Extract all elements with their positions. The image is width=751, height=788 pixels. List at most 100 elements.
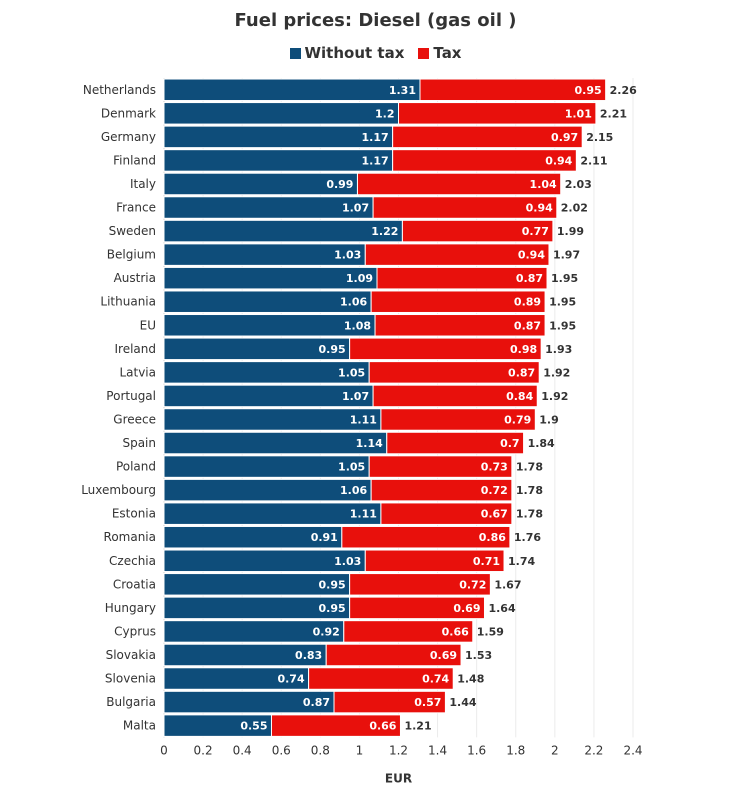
bar-tax[interactable] (368, 361, 540, 384)
bar-tax[interactable] (380, 408, 536, 431)
bar-tax[interactable] (380, 502, 513, 525)
data-label: 0.87 (516, 272, 543, 285)
data-label: 1.11 (350, 413, 377, 426)
data-label: 0.89 (514, 296, 541, 309)
data-label: 0.98 (510, 343, 537, 356)
total-label: 1.53 (465, 649, 492, 662)
data-label: 1.08 (344, 319, 371, 332)
x-axis-ticks: 0 0.2 0.4 0.6 0.8 1 1.2 1.4 1.6 1.8 2 2.2 2.4 (160, 743, 642, 757)
bar-tax[interactable] (401, 219, 554, 243)
bar-without-tax[interactable] (163, 219, 403, 243)
bar-tax[interactable] (349, 573, 491, 596)
data-label: 0.95 (319, 602, 346, 615)
bar-tax[interactable] (376, 266, 548, 290)
bar-tax[interactable] (419, 78, 607, 102)
total-label: 1.64 (488, 602, 515, 615)
bar-tax[interactable] (392, 125, 583, 149)
data-label: 1.22 (371, 225, 398, 238)
bar-tax[interactable] (368, 455, 513, 478)
total-label: 1.93 (545, 343, 572, 356)
total-label: 2.03 (565, 178, 592, 191)
total-label: 1.59 (477, 625, 504, 638)
bar-tax[interactable] (364, 243, 550, 266)
bar-tax[interactable] (370, 290, 546, 313)
x-tick-label: 0.4 (233, 743, 252, 757)
total-label: 1.21 (404, 720, 431, 733)
bar-tax[interactable] (374, 314, 546, 337)
category-label: Slovenia (105, 672, 156, 686)
category-label: Croatia (113, 577, 156, 591)
data-label: 0.94 (526, 202, 553, 215)
data-label: 1.07 (342, 390, 369, 403)
bar-tax[interactable] (349, 596, 485, 620)
data-label: 0.74 (422, 673, 449, 686)
category-labels: Netherlands Denmark Germany Finland Italy Fra… (81, 83, 156, 733)
legend-swatch-tax (418, 47, 430, 59)
legend-item-without-tax[interactable]: Without tax (289, 44, 405, 62)
category-label: Greece (113, 412, 156, 426)
bar-tax[interactable] (370, 478, 513, 502)
bar-tax[interactable] (386, 431, 525, 455)
data-label: 1.04 (530, 178, 557, 191)
legend-label-tax: Tax (433, 44, 462, 62)
category-label: Sweden (109, 224, 156, 238)
data-label: 0.91 (311, 531, 338, 544)
bar-without-tax[interactable] (163, 431, 388, 455)
bar-tax[interactable] (398, 102, 597, 125)
bar-without-tax[interactable] (163, 502, 382, 525)
data-label: 0.84 (506, 390, 533, 403)
total-label: 1.92 (543, 366, 570, 379)
data-label: 1.06 (340, 296, 367, 309)
x-tick-label: 1.8 (506, 743, 525, 757)
bar-tax[interactable] (349, 337, 542, 361)
category-label: Luxembourg (81, 483, 156, 497)
data-label: 1.11 (350, 508, 377, 521)
bar-tax[interactable] (372, 384, 538, 408)
legend-label-without-tax: Without tax (304, 44, 405, 62)
data-label: 0.55 (240, 720, 267, 733)
bar-tax[interactable] (356, 172, 562, 196)
data-label: 0.73 (481, 461, 508, 474)
bar-tax[interactable] (270, 714, 401, 737)
bar-without-tax[interactable] (163, 125, 394, 149)
data-label: 1.2 (375, 107, 395, 120)
category-label: Estonia (112, 507, 156, 521)
total-label: 1.97 (553, 249, 580, 262)
x-tick-label: 0.6 (272, 743, 291, 757)
data-label: 0.66 (369, 720, 396, 733)
category-label: Hungary (105, 601, 156, 615)
data-label: 1.01 (565, 107, 592, 120)
total-label: 1.95 (551, 272, 578, 285)
category-label: Cyprus (114, 624, 156, 638)
data-label: 1.14 (356, 437, 383, 450)
bar-tax[interactable] (333, 690, 446, 714)
total-label: 1.9 (539, 413, 559, 426)
category-label: Germany (101, 130, 156, 144)
bar-tax[interactable] (341, 525, 511, 549)
bar-without-tax[interactable] (163, 102, 399, 125)
bar-tax[interactable] (364, 549, 505, 573)
total-label: 1.78 (516, 484, 543, 497)
data-label: 0.86 (479, 531, 506, 544)
bar-tax[interactable] (325, 643, 462, 667)
bar-without-tax[interactable] (163, 78, 421, 102)
bar-tax[interactable] (343, 620, 474, 643)
legend-item-tax[interactable]: Tax (418, 44, 462, 62)
bar-tax[interactable] (308, 667, 454, 690)
legend: Without tax Tax (0, 44, 751, 62)
category-label: France (116, 201, 156, 215)
category-label: Austria (114, 271, 156, 285)
bar-without-tax[interactable] (163, 149, 394, 172)
total-label: 1.95 (549, 296, 576, 309)
category-label: Latvia (119, 365, 156, 379)
category-label: Romania (104, 530, 156, 544)
total-label: 2.15 (586, 131, 613, 144)
bar-tax[interactable] (372, 196, 558, 219)
data-label: 0.7 (500, 437, 520, 450)
bar-tax[interactable] (392, 149, 577, 172)
total-label: 1.92 (541, 390, 568, 403)
data-label: 1.17 (361, 154, 388, 167)
category-label: Spain (122, 436, 156, 450)
bar-without-tax[interactable] (163, 408, 382, 431)
data-label: 0.95 (319, 578, 346, 591)
